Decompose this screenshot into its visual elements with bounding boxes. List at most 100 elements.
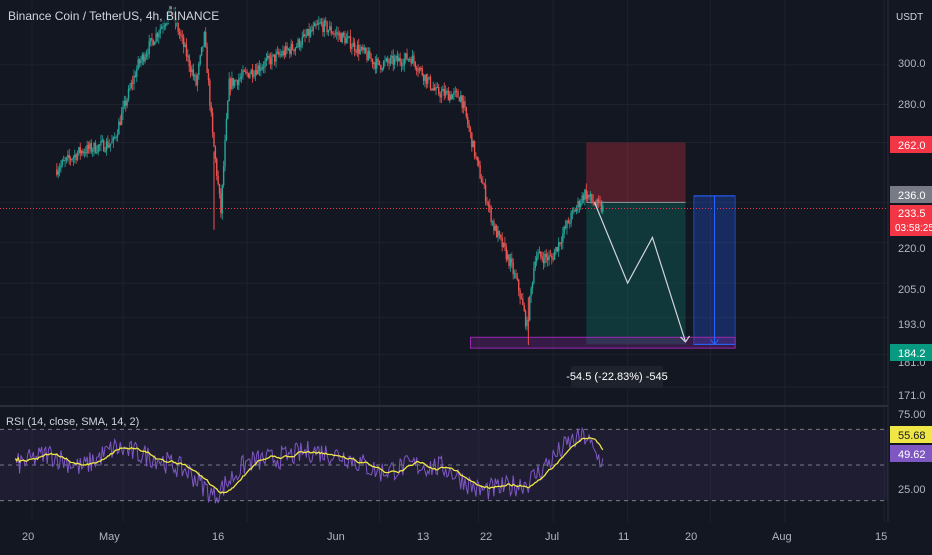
candle-body xyxy=(301,36,303,46)
rsi-pane xyxy=(0,426,888,504)
candle-body xyxy=(100,140,102,146)
candle-body xyxy=(334,33,337,35)
candle-body xyxy=(256,70,258,75)
candle-body xyxy=(134,75,137,77)
candle-body xyxy=(563,226,565,234)
candle-body xyxy=(260,68,262,71)
candle-body xyxy=(257,65,259,75)
candle-body xyxy=(458,97,461,102)
candle-body xyxy=(504,242,506,247)
candle-body xyxy=(500,234,502,238)
candle-body xyxy=(291,43,294,50)
candle-body xyxy=(447,90,450,101)
candle-body xyxy=(556,247,559,252)
candle-body xyxy=(545,253,547,258)
candle-body xyxy=(494,225,496,231)
projected-path xyxy=(593,202,687,343)
candle-body xyxy=(444,90,447,96)
candle-body xyxy=(145,54,148,57)
rsi-axis-ticks: 75.00 25.00 xyxy=(898,409,926,496)
candle-body xyxy=(455,90,458,92)
candle-body xyxy=(199,55,201,65)
candle-body xyxy=(541,256,543,259)
candle-body xyxy=(415,67,418,71)
candle-body xyxy=(304,34,306,37)
candle-body xyxy=(581,195,583,203)
candle-body xyxy=(399,57,401,63)
candle-body xyxy=(518,279,520,291)
candle-body xyxy=(177,22,179,32)
candle-body xyxy=(116,134,119,137)
candle-body xyxy=(118,121,120,135)
candle-body xyxy=(326,22,328,33)
candle-body xyxy=(89,143,91,149)
candle-body xyxy=(398,57,400,62)
candle-body xyxy=(578,201,581,208)
candle-body xyxy=(359,49,361,54)
candle-body xyxy=(549,255,552,257)
candle-body xyxy=(479,165,481,179)
candle-body xyxy=(589,194,592,197)
candle-body xyxy=(564,226,567,228)
candle-body xyxy=(238,79,240,86)
position-zones xyxy=(469,142,736,349)
candle-body xyxy=(187,55,189,57)
candle-body xyxy=(287,49,290,51)
candle-body xyxy=(235,80,237,82)
candle-body xyxy=(333,33,335,35)
candle-body xyxy=(392,55,394,65)
candle-body xyxy=(305,35,308,37)
candle-body xyxy=(542,258,545,264)
x-tick: Jul xyxy=(545,531,559,543)
candle-body xyxy=(91,150,94,152)
price-badges: 262.0 236.0 233.5 03:58:25 184.2 55.68 4… xyxy=(890,136,932,462)
candle-body xyxy=(366,52,368,61)
candle-body xyxy=(152,40,155,46)
entry-badge-bg xyxy=(890,186,932,203)
candle-body xyxy=(331,33,334,35)
candle-body xyxy=(491,221,494,223)
candle-body xyxy=(575,207,578,212)
candle-body xyxy=(495,225,498,238)
candle-body xyxy=(61,160,64,165)
rsi-indicator-label[interactable]: RSI (14, close, SMA, 14, 2) xyxy=(6,416,140,428)
candle-body xyxy=(451,94,454,100)
candle-body xyxy=(221,184,223,214)
candle-body xyxy=(552,258,554,260)
candle-body xyxy=(136,69,138,77)
candle-body xyxy=(421,68,423,76)
candle-body xyxy=(160,27,163,29)
candle-body xyxy=(56,169,58,175)
candle-body xyxy=(279,54,281,56)
candle-body xyxy=(462,101,465,108)
candle-body xyxy=(409,59,411,61)
candle-body xyxy=(584,189,586,200)
candle-body xyxy=(502,242,505,247)
candle-body xyxy=(475,156,477,158)
candle-body xyxy=(324,20,327,23)
candle-body xyxy=(147,53,149,55)
candle-body xyxy=(424,74,426,81)
candle-body xyxy=(213,132,215,147)
candle-body xyxy=(574,210,576,212)
candle-body xyxy=(406,53,408,61)
candle-body xyxy=(265,58,268,62)
candle-body xyxy=(269,58,272,65)
candle-body xyxy=(267,55,269,59)
candle-body xyxy=(389,57,392,64)
candle-body xyxy=(519,290,521,299)
rsi-upper-tick: 75.00 xyxy=(898,409,926,421)
candle-body xyxy=(282,50,284,56)
candle-body xyxy=(512,262,514,275)
candle-body xyxy=(562,233,564,243)
candle-body xyxy=(123,101,126,107)
candle-body xyxy=(577,201,579,208)
candle-body xyxy=(85,152,87,154)
candle-body xyxy=(184,44,186,47)
candle-body xyxy=(149,38,152,41)
candle-body xyxy=(592,200,594,204)
chart-title[interactable]: Binance Coin / TetherUS, 4h, BINANCE xyxy=(6,9,222,23)
candle-body xyxy=(97,144,99,153)
